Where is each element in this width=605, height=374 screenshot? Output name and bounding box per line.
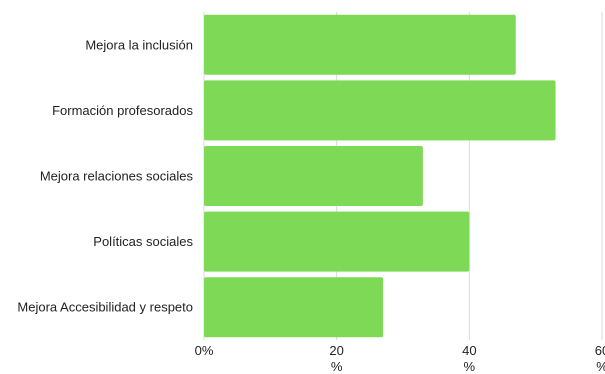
bar-1 (204, 14, 516, 75)
x-tick-unit-40: % (464, 359, 476, 374)
bars (204, 14, 556, 338)
x-tick-unit-60: % (596, 359, 605, 374)
category-labels: Mejora la inclusión Formación profesorado… (17, 37, 193, 314)
bar-3 (204, 146, 423, 206)
x-tick-label-0: 0% (195, 343, 214, 358)
category-label-5: Mejora Accesibilidad y respeto (17, 300, 193, 315)
category-label-3: Mejora relaciones sociales (40, 169, 194, 184)
bar-4 (204, 211, 470, 272)
x-tick-label-20: 20 (329, 343, 343, 358)
bar-5 (204, 277, 384, 338)
x-tick-unit-20: % (331, 359, 343, 374)
x-tick-label-40: 40 (462, 343, 476, 358)
category-label-4: Políticas sociales (93, 234, 193, 249)
x-tick-label-60: 60 (595, 343, 605, 358)
bar-2 (204, 80, 556, 141)
category-label-2: Formación profesorados (52, 103, 193, 118)
x-axis-tick-labels: 0%20%40%60% (195, 343, 605, 374)
category-label-1: Mejora la inclusión (85, 37, 193, 52)
